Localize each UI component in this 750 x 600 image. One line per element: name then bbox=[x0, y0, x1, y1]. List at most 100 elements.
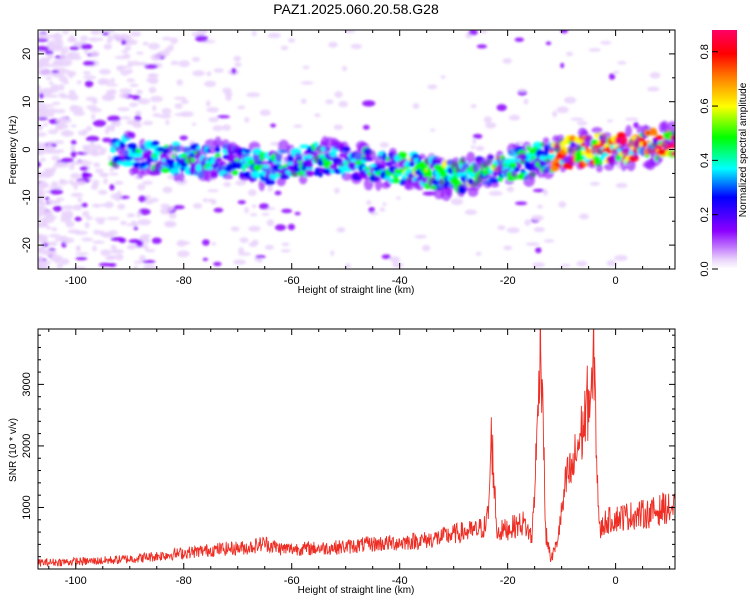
spectrogram-cell bbox=[238, 247, 245, 254]
spectrogram-cell bbox=[121, 39, 127, 45]
spectrogram-cell bbox=[506, 186, 515, 193]
spectrogram-cell bbox=[74, 230, 88, 235]
spectrogram-cell bbox=[104, 201, 114, 209]
spectrogram-cell bbox=[243, 149, 251, 154]
spectrogram-y-label: Frequency (Hz) bbox=[8, 116, 19, 185]
spectrogram-peak bbox=[656, 144, 663, 150]
spectrogram-cell bbox=[235, 180, 247, 186]
spectrogram-cell bbox=[560, 140, 566, 150]
spectrogram-cell bbox=[366, 200, 372, 206]
snr-x-tick-label: 0 bbox=[613, 575, 619, 587]
spectrogram-cell bbox=[541, 151, 550, 157]
spectrogram-cell bbox=[63, 46, 69, 54]
spectrogram-cell bbox=[625, 117, 639, 121]
spectrogram-cell bbox=[68, 94, 79, 101]
spectrogram-cell bbox=[43, 147, 48, 152]
spectrogram-cell bbox=[136, 89, 143, 95]
spectrogram-cell bbox=[655, 135, 665, 140]
spectrogram-cell bbox=[94, 217, 107, 221]
spectrogram-cell bbox=[475, 251, 482, 256]
spectrogram-cell bbox=[464, 209, 478, 215]
spectrogram-cell bbox=[591, 127, 603, 134]
spectrogram-cell bbox=[149, 79, 159, 85]
spectrogram-cell bbox=[250, 213, 258, 217]
spectrogram-cell bbox=[139, 138, 147, 151]
spectrogram-cell bbox=[202, 239, 210, 246]
spectrogram-cell bbox=[93, 229, 101, 235]
spectrogram-cell bbox=[92, 150, 98, 156]
spectrogram-cell bbox=[613, 70, 620, 75]
spectrogram-cell bbox=[55, 60, 63, 64]
spectrogram-cell bbox=[70, 145, 76, 152]
spectrogram-cell bbox=[67, 54, 72, 58]
spectrogram-cell bbox=[38, 117, 48, 121]
spectrogram-cell bbox=[532, 188, 545, 193]
spectrogram-cell bbox=[143, 264, 155, 269]
spectrogram-cell bbox=[38, 84, 41, 90]
spectrogram-peak bbox=[491, 164, 497, 168]
spectrogram-cell bbox=[168, 212, 177, 219]
spectrogram-peak bbox=[210, 160, 215, 164]
spectrogram-cell bbox=[85, 96, 97, 102]
spectrogram-cell bbox=[47, 72, 58, 77]
spectrogram-cell bbox=[344, 30, 356, 34]
spectrogram-cell bbox=[213, 207, 224, 213]
spectrogram-cell bbox=[81, 172, 93, 179]
spectrogram-cell bbox=[625, 125, 632, 138]
spectrogram-cell bbox=[138, 208, 151, 216]
colorbar-label: Normalized spectral amplitude bbox=[738, 82, 749, 217]
spectrogram-cell bbox=[90, 30, 102, 35]
spectrogram-cell bbox=[552, 110, 558, 118]
spectrogram-cell bbox=[140, 160, 147, 168]
spectrogram-cell bbox=[231, 169, 239, 176]
spectrogram-cell bbox=[379, 207, 386, 212]
spectrogram-cell bbox=[42, 88, 54, 95]
spectrogram-cell bbox=[40, 170, 54, 178]
spectrogram-cell bbox=[143, 244, 149, 251]
spectrogram-cell bbox=[89, 50, 100, 57]
spectrogram-cell bbox=[237, 105, 246, 110]
spectrogram-cell bbox=[109, 184, 115, 191]
spectrogram-cell bbox=[48, 233, 61, 238]
spectrogram-cell bbox=[237, 200, 246, 205]
spectrogram-cell bbox=[75, 252, 89, 256]
spectrogram-cell bbox=[277, 139, 290, 154]
spectrogram-cell bbox=[633, 121, 639, 129]
spectrogram-cell bbox=[168, 206, 174, 211]
spectrogram-cell bbox=[38, 107, 45, 114]
spectrogram-cell bbox=[151, 237, 162, 244]
spectrogram-cell bbox=[50, 44, 64, 52]
spectrogram-cell bbox=[84, 50, 89, 55]
spectrogram-cell bbox=[422, 191, 436, 196]
spectrogram-cell bbox=[202, 198, 208, 203]
spectrogram-cell bbox=[248, 189, 257, 197]
spectrogram-cell bbox=[617, 61, 627, 65]
spectrogram-cell bbox=[42, 242, 49, 247]
spectrogram-cell bbox=[53, 38, 63, 43]
spectrogram-y-tick-label: 0 bbox=[21, 146, 33, 152]
spectrogram-cell bbox=[106, 216, 120, 221]
spectrogram-cell bbox=[206, 71, 212, 77]
spectrogram-cell bbox=[649, 72, 661, 79]
spectrogram-cell bbox=[212, 125, 224, 132]
spectrogram-peak bbox=[467, 172, 472, 176]
colorbar-tick-label: 0.8 bbox=[699, 44, 711, 59]
spectrogram-cell bbox=[101, 232, 115, 238]
colorbar-tick-label: 0.4 bbox=[699, 153, 711, 168]
spectrogram-cell bbox=[134, 115, 142, 122]
spectrogram-cell bbox=[167, 44, 175, 48]
spectrogram-x-tick-label: -80 bbox=[176, 275, 192, 287]
spectrogram-cell bbox=[70, 140, 77, 145]
spectrogram-cell bbox=[440, 75, 446, 79]
spectrogram-cell bbox=[38, 223, 46, 227]
spectrogram-cell bbox=[55, 149, 65, 154]
spectrogram-cell bbox=[532, 262, 545, 268]
spectrogram-cell bbox=[67, 36, 77, 43]
spectrogram-peak bbox=[151, 153, 157, 158]
spectrogram-peak bbox=[259, 164, 263, 168]
spectrogram-peak bbox=[667, 144, 672, 150]
spectrogram-cell bbox=[116, 35, 121, 43]
spectrogram-cell bbox=[137, 62, 148, 66]
spectrogram-cell bbox=[381, 254, 391, 259]
spectrogram-cell bbox=[267, 32, 281, 39]
